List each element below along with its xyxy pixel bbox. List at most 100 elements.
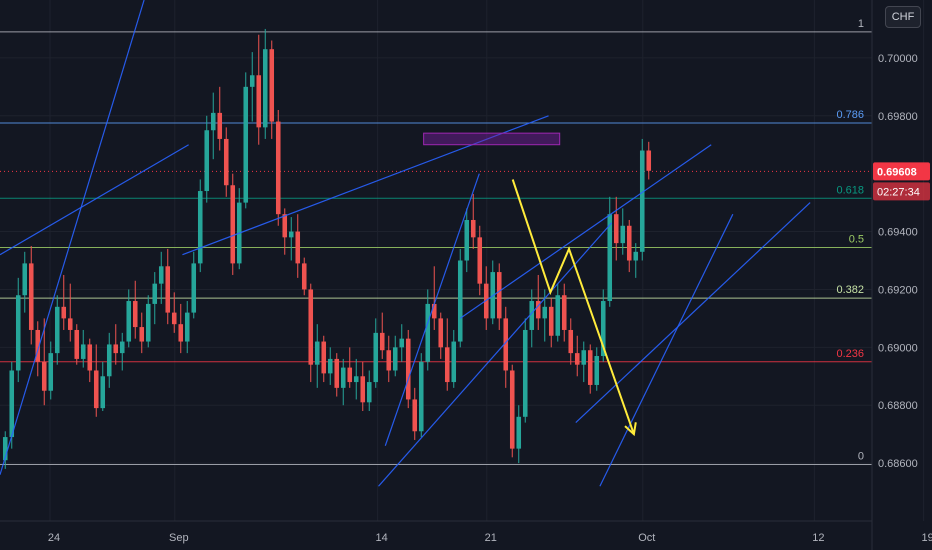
fib-label: 0 xyxy=(858,451,864,463)
candle-body xyxy=(295,231,301,264)
candle-body xyxy=(243,86,249,203)
current-price-badge xyxy=(873,162,930,181)
time-tick-label: Sep xyxy=(169,532,189,544)
fibonacci-levels: 1 0.786 0.618 0.5 0.382 0.236 0 xyxy=(0,18,872,466)
candle-body xyxy=(477,237,483,284)
candle-body xyxy=(262,49,268,128)
candle-body xyxy=(626,225,632,261)
time-axis[interactable]: 24Sep1421Oct121926 xyxy=(48,532,932,544)
candle-body xyxy=(548,306,554,336)
candle-body xyxy=(529,301,535,330)
projection-path xyxy=(511,179,635,435)
candle-body xyxy=(418,361,424,432)
time-tick-label: Oct xyxy=(638,532,655,544)
candle-body xyxy=(451,341,457,383)
candle-body xyxy=(496,272,502,319)
candle-body xyxy=(35,329,41,362)
candle-body xyxy=(126,301,132,342)
candle-body xyxy=(132,301,138,328)
time-tick-label: 19 xyxy=(921,532,932,544)
price-tick-label: 0.70000 xyxy=(878,53,918,65)
candle-body xyxy=(113,344,119,354)
fib-label: 0.382 xyxy=(836,284,864,296)
candle-body xyxy=(464,219,470,261)
candle-body xyxy=(139,327,145,342)
candle-body xyxy=(594,356,600,385)
candle-body xyxy=(308,289,314,365)
price-tick-label: 0.68600 xyxy=(878,458,918,470)
channel-line xyxy=(0,0,145,475)
candle-body xyxy=(54,306,60,354)
candle-body xyxy=(67,318,73,330)
candle-body xyxy=(184,312,190,342)
price-tick-label: 0.69400 xyxy=(878,227,918,239)
candle-body xyxy=(425,303,431,362)
candle-body xyxy=(165,266,171,313)
candle-body xyxy=(145,303,151,342)
candle-body xyxy=(100,376,106,409)
candle-body xyxy=(2,437,8,461)
price-tick-label: 0.69000 xyxy=(878,342,918,354)
candle-body xyxy=(210,112,216,131)
candle-body xyxy=(191,263,197,313)
candle-body xyxy=(509,370,515,449)
candle-body xyxy=(9,370,15,438)
candle-body xyxy=(633,251,639,261)
candle-body xyxy=(360,376,366,403)
candle-body xyxy=(366,382,372,403)
candle-body xyxy=(431,303,437,319)
channel-line xyxy=(575,202,811,424)
time-tick-label: 14 xyxy=(375,532,387,544)
candle-body xyxy=(327,358,333,374)
channel-line xyxy=(384,173,480,446)
candle-body xyxy=(230,185,236,264)
fib-label: 1 xyxy=(858,18,864,30)
candle-body xyxy=(457,260,463,342)
candle-body xyxy=(587,350,593,385)
candle-body xyxy=(646,150,652,171)
fib-label: 0.618 xyxy=(836,184,864,196)
channel-line xyxy=(378,222,613,487)
candle-body xyxy=(275,121,281,215)
candle-body xyxy=(568,329,574,354)
projection-arrowhead xyxy=(624,422,637,437)
candle-body xyxy=(87,344,93,371)
candle-body xyxy=(607,214,613,302)
candle-body xyxy=(444,347,450,383)
candle-body xyxy=(340,367,346,388)
price-axis[interactable]: 0.70000 0.69800 0.69400 0.69200 0.69000 0.688… xyxy=(873,53,930,470)
time-tick-label: 12 xyxy=(812,532,824,544)
candle-body xyxy=(379,332,385,351)
candle-body xyxy=(314,341,320,365)
candle-body xyxy=(106,344,112,377)
candle-body xyxy=(470,219,476,238)
candle-body xyxy=(249,75,255,87)
candle-body xyxy=(48,353,54,391)
candle-body xyxy=(204,130,210,192)
candle-body xyxy=(28,263,34,330)
candle-body xyxy=(119,341,125,354)
candle-body xyxy=(600,301,606,357)
candle-body xyxy=(613,214,619,244)
candle-body xyxy=(217,112,223,139)
countdown-label: 02:27:34 xyxy=(877,186,920,198)
candle-body xyxy=(158,266,164,284)
candle-body xyxy=(321,341,327,374)
candle-body xyxy=(288,231,294,238)
countdown-badge xyxy=(873,182,930,201)
time-tick-label: 21 xyxy=(485,532,497,544)
candle-body xyxy=(223,138,229,186)
currency-badge[interactable]: CHF xyxy=(885,6,921,28)
price-tick-label: 0.68800 xyxy=(878,400,918,412)
candle-body xyxy=(373,332,379,383)
candle-body xyxy=(353,376,359,383)
current-price-label: 0.69608 xyxy=(877,166,917,178)
candle-body xyxy=(412,399,418,432)
candle-body xyxy=(438,318,444,348)
candle-body xyxy=(516,416,522,449)
candle-body xyxy=(256,75,262,128)
candle-body xyxy=(347,367,353,383)
candle-body xyxy=(93,370,99,409)
